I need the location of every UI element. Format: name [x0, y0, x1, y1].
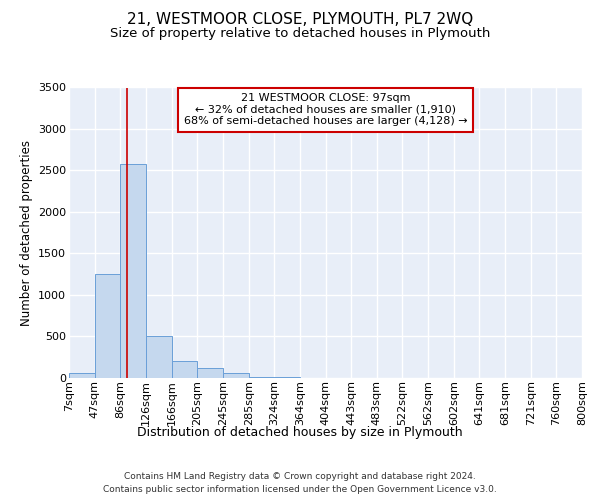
Bar — [172, 361, 197, 378]
Y-axis label: Number of detached properties: Number of detached properties — [20, 140, 32, 326]
Bar — [197, 368, 223, 378]
Bar — [69, 374, 95, 378]
Text: Contains HM Land Registry data © Crown copyright and database right 2024.: Contains HM Land Registry data © Crown c… — [124, 472, 476, 481]
Text: 21, WESTMOOR CLOSE, PLYMOUTH, PL7 2WQ: 21, WESTMOOR CLOSE, PLYMOUTH, PL7 2WQ — [127, 12, 473, 28]
Bar — [120, 164, 146, 378]
Bar — [95, 274, 120, 378]
Text: Distribution of detached houses by size in Plymouth: Distribution of detached houses by size … — [137, 426, 463, 439]
Bar — [146, 336, 172, 378]
Text: Size of property relative to detached houses in Plymouth: Size of property relative to detached ho… — [110, 28, 490, 40]
Bar — [249, 376, 274, 378]
Text: 21 WESTMOOR CLOSE: 97sqm
← 32% of detached houses are smaller (1,910)
68% of sem: 21 WESTMOOR CLOSE: 97sqm ← 32% of detach… — [184, 94, 467, 126]
Bar — [223, 374, 249, 378]
Text: Contains public sector information licensed under the Open Government Licence v3: Contains public sector information licen… — [103, 485, 497, 494]
